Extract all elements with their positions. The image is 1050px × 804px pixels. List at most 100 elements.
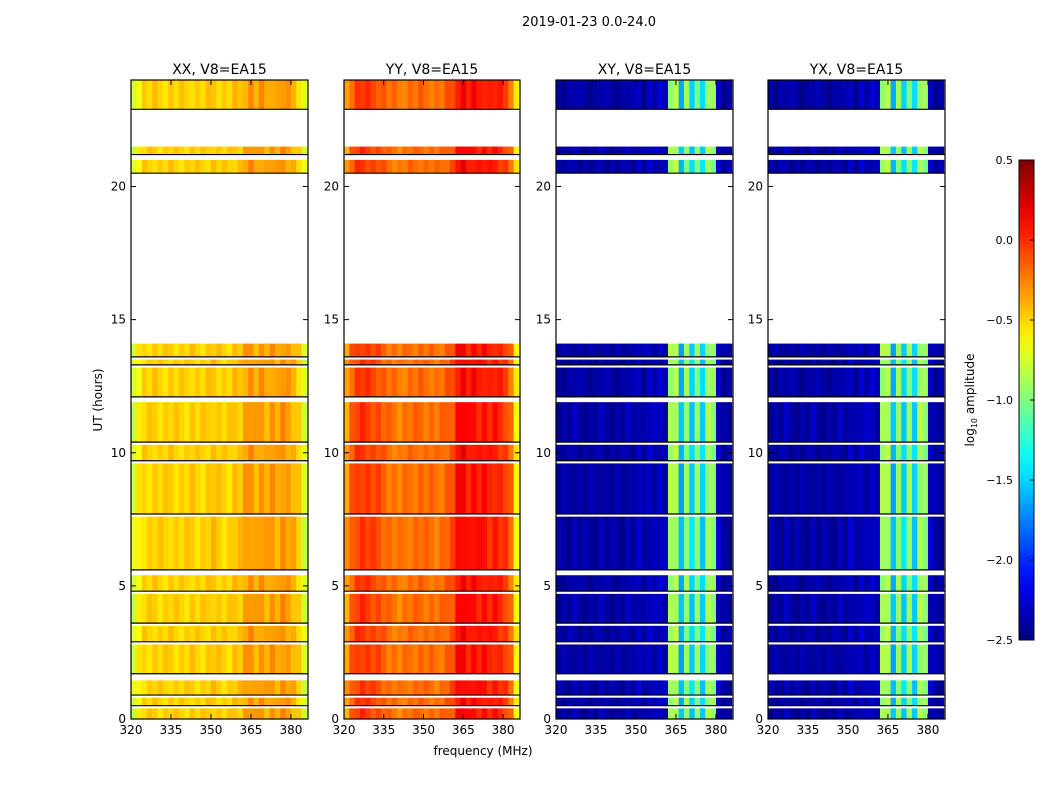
- plot-frame: [555, 79, 734, 720]
- heatmap-cell: [699, 644, 706, 674]
- heatmap-cell: [938, 463, 945, 514]
- plot-frame: [130, 79, 309, 720]
- heatmap-cell: [168, 593, 174, 624]
- heatmap-cell: [683, 708, 690, 719]
- heatmap-cell: [503, 80, 509, 110]
- heatmap-cell: [890, 697, 897, 706]
- heatmap-cell: [933, 402, 939, 443]
- heatmap-cell: [428, 708, 435, 719]
- heatmap-cell: [810, 593, 817, 624]
- heatmap-cell: [657, 697, 663, 706]
- heatmap-cell: [810, 463, 817, 514]
- heatmap-cell: [715, 159, 722, 174]
- heatmap-cell: [428, 402, 435, 443]
- heatmap-cell: [577, 402, 583, 443]
- heatmap-cell: [858, 402, 865, 443]
- heatmap-cell: [609, 463, 615, 514]
- heatmap-cell: [210, 444, 217, 461]
- heatmap-cell: [200, 644, 206, 674]
- heatmap-cell: [487, 697, 493, 706]
- heatmap-cell: [210, 697, 217, 706]
- heatmap-cell: [667, 697, 674, 706]
- heatmap-cell: [561, 359, 567, 365]
- heatmap-cell: [301, 575, 308, 592]
- heatmap-cell: [927, 402, 934, 443]
- heatmap-cell: [662, 708, 669, 719]
- heatmap-cell: [136, 575, 142, 592]
- heatmap-cell: [460, 644, 467, 674]
- heatmap-cell: [831, 708, 838, 719]
- heatmap-cell: [805, 625, 811, 642]
- heatmap-cell: [423, 402, 430, 443]
- heatmap-cell: [911, 402, 918, 443]
- heatmap-cell: [901, 159, 907, 174]
- colorbar-tick-label: −0.5: [986, 314, 1013, 327]
- heatmap-cell: [487, 367, 493, 397]
- heatmap-cell: [162, 708, 169, 719]
- heatmap-cell: [200, 593, 206, 624]
- heatmap-cell: [863, 516, 870, 570]
- heatmap-cell: [651, 444, 658, 461]
- heatmap-cell: [354, 575, 361, 592]
- heatmap-cell: [699, 516, 706, 570]
- heatmap-cell: [598, 80, 605, 110]
- heatmap-cell: [917, 680, 923, 696]
- heatmap-cell: [933, 146, 939, 155]
- heatmap-cell: [705, 463, 711, 514]
- heatmap-cell: [248, 359, 254, 365]
- heatmap-cell: [678, 697, 685, 706]
- heatmap-cell: [141, 80, 148, 110]
- heatmap-cell: [619, 644, 626, 674]
- heatmap-cell: [178, 697, 185, 706]
- heatmap-cell: [157, 697, 164, 706]
- heatmap-cell: [922, 697, 929, 706]
- heatmap-cell: [344, 593, 350, 624]
- heatmap-cell: [815, 708, 822, 719]
- heatmap-cell: [216, 343, 222, 357]
- heatmap-cell: [577, 359, 583, 365]
- heatmap-cell: [869, 444, 875, 461]
- heatmap-cell: [794, 516, 801, 570]
- heatmap-cell: [561, 402, 567, 443]
- heatmap-cell: [407, 343, 414, 357]
- heatmap-cell: [789, 80, 795, 110]
- heatmap-cell: [694, 697, 701, 706]
- heatmap-cell: [131, 644, 137, 674]
- heatmap-cell: [609, 516, 615, 570]
- heatmap-cell: [285, 146, 292, 155]
- heatmap-cell: [381, 680, 387, 696]
- heatmap-cell: [216, 593, 222, 624]
- heatmap-cell: [619, 463, 626, 514]
- heatmap-cell: [699, 359, 706, 365]
- heatmap-cell: [773, 80, 779, 110]
- heatmap-cell: [131, 516, 137, 570]
- heatmap-cell: [248, 697, 254, 706]
- heatmap-cell: [253, 463, 260, 514]
- heatmap-cell: [162, 575, 169, 592]
- heatmap-cell: [407, 146, 414, 155]
- heatmap-cell: [619, 708, 626, 719]
- heatmap-cell: [646, 516, 653, 570]
- heatmap-cell: [689, 625, 695, 642]
- heatmap-cell: [582, 680, 589, 696]
- heatmap-cell: [460, 367, 467, 397]
- heatmap-cell: [566, 697, 573, 706]
- heatmap-cell: [162, 516, 169, 570]
- heatmap-cell: [418, 697, 424, 706]
- heatmap-cell: [614, 625, 621, 642]
- heatmap-cell: [280, 708, 286, 719]
- heatmap-cell: [221, 402, 228, 443]
- heatmap-cell: [879, 463, 886, 514]
- heatmap-cell: [296, 343, 302, 357]
- heatmap-cell: [434, 343, 440, 357]
- heatmap-cell: [189, 402, 196, 443]
- heatmap-cell: [354, 593, 361, 624]
- heatmap-cell: [885, 146, 891, 155]
- heatmap-cell: [821, 697, 827, 706]
- heatmap-cell: [162, 593, 169, 624]
- x-tick-label: 350: [200, 723, 223, 737]
- heatmap-cell: [598, 343, 605, 357]
- heatmap-cell: [274, 80, 281, 110]
- heatmap-cell: [375, 80, 382, 110]
- heatmap-cell: [344, 680, 350, 696]
